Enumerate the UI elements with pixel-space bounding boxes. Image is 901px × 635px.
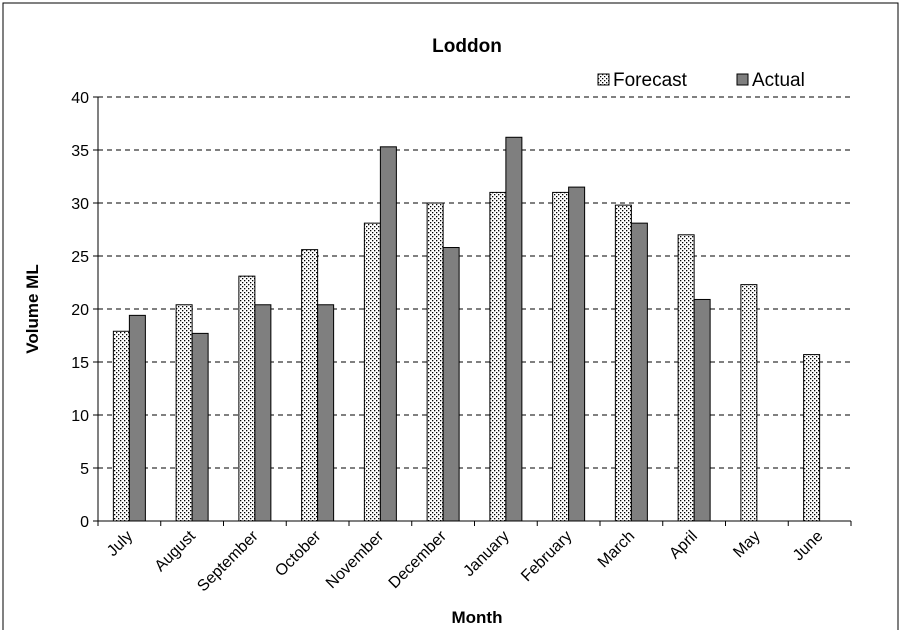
bar-forecast-june — [803, 354, 821, 522]
bar-actual-august — [191, 332, 209, 522]
bar-actual-september — [254, 304, 272, 522]
bar-forecast-july — [112, 330, 130, 522]
legend-label-actual: Actual — [752, 70, 805, 91]
y-tick-label: 35 — [71, 143, 89, 160]
bar-forecast-may — [740, 284, 758, 522]
bar-actual-february — [568, 186, 586, 522]
legend-swatch-forecast — [597, 73, 610, 86]
chart-title: Loddon — [432, 36, 502, 57]
bar-actual-july — [128, 314, 146, 522]
bar-forecast-march — [614, 204, 632, 522]
y-tick-labels: 0 5 10 15 20 25 30 35 40 — [71, 90, 89, 531]
bar-forecast-december — [426, 202, 444, 522]
bar-actual-april — [693, 298, 711, 522]
bar-actual-march — [630, 222, 648, 522]
y-tick-label: 40 — [71, 90, 89, 107]
bar-forecast-september — [238, 275, 256, 522]
bar-actual-october — [317, 304, 335, 522]
bar-forecast-january — [489, 191, 507, 522]
x-axis-label: Month — [452, 608, 503, 627]
bar-actual-november — [379, 146, 397, 522]
legend-label-forecast: Forecast — [613, 70, 688, 91]
bar-forecast-november — [363, 222, 381, 522]
y-tick-label: 20 — [71, 302, 89, 319]
bar-actual-december — [442, 247, 460, 522]
bar-actual-january — [505, 136, 523, 522]
bar-forecast-february — [552, 191, 570, 522]
y-tick-label: 10 — [71, 408, 89, 425]
legend-swatch-actual — [736, 73, 749, 86]
y-tick-label: 5 — [80, 461, 89, 478]
y-tick-label: 30 — [71, 196, 89, 213]
bar-forecast-august — [175, 304, 193, 522]
bar-forecast-april — [677, 234, 695, 522]
axes — [93, 96, 852, 526]
bars — [112, 136, 821, 522]
y-tick-label: 15 — [71, 355, 89, 372]
bar-forecast-october — [301, 249, 319, 522]
legend: Forecast Actual — [597, 70, 805, 91]
y-tick-label: 0 — [80, 514, 89, 531]
y-tick-label: 25 — [71, 249, 89, 266]
y-axis-label: Volume ML — [23, 264, 42, 353]
